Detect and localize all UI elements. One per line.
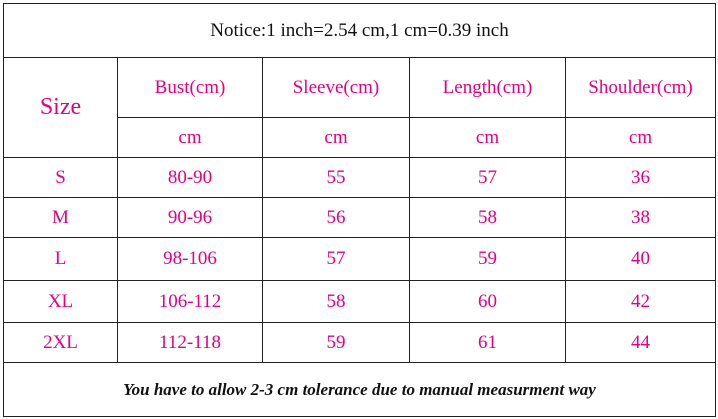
notice-row: Notice:1 inch=2.54 cm,1 cm=0.39 inch: [3, 3, 716, 58]
value-cell: 80-90: [117, 157, 263, 198]
size-row: L 98-106 57 59 40: [3, 237, 716, 281]
column-header: Bust(cm): [117, 57, 263, 118]
size-row: 2XL 112-118 59 61 44: [3, 322, 716, 363]
value-cell: 57: [262, 237, 410, 281]
value-cell: 38: [565, 197, 716, 238]
column-header: Shoulder(cm): [565, 57, 716, 118]
header-row: Size Bust(cm) Sleeve(cm) Length(cm) Shoulde…: [3, 57, 716, 158]
size-row: XL 106-112 58 60 42: [3, 280, 716, 323]
units-row: cm cm cm cm: [4, 117, 716, 158]
value-cell: 55: [262, 157, 410, 198]
unit-cell: cm: [117, 117, 263, 158]
size-cell: M: [3, 197, 118, 238]
size-row: M 90-96 56 58 38: [3, 197, 716, 238]
unit-cell: cm: [565, 117, 716, 158]
size-cell: S: [3, 157, 118, 198]
value-cell: 58: [262, 280, 410, 323]
column-header: Length(cm): [409, 57, 566, 118]
value-cell: 61: [409, 322, 566, 363]
size-table: Notice:1 inch=2.54 cm,1 cm=0.39 inch Siz…: [3, 3, 716, 417]
value-cell: 60: [409, 280, 566, 323]
table-body: Notice:1 inch=2.54 cm,1 cm=0.39 inch Siz…: [3, 3, 716, 417]
value-cell: 56: [262, 197, 410, 238]
value-cell: 59: [409, 237, 566, 281]
size-cell: XL: [3, 280, 118, 323]
value-cell: 112-118: [117, 322, 263, 363]
unit-cell: cm: [409, 117, 566, 158]
notice: Notice:1 inch=2.54 cm,1 cm=0.39 inch: [3, 3, 716, 58]
unit-cell: cm: [262, 117, 410, 158]
value-cell: 98-106: [117, 237, 263, 281]
column-header: Sleeve(cm): [262, 57, 410, 118]
footer-note: You have to allow 2-3 cm tolerance due t…: [3, 362, 716, 417]
value-cell: 36: [565, 157, 716, 198]
value-cell: 59: [262, 322, 410, 363]
value-cell: 90-96: [117, 197, 263, 238]
value-cell: 106-112: [117, 280, 263, 323]
size-cell: L: [3, 237, 118, 281]
size-header: Size: [3, 57, 118, 158]
footer-row: You have to allow 2-3 cm tolerance due t…: [3, 362, 716, 417]
value-cell: 40: [565, 237, 716, 281]
size-cell: 2XL: [3, 322, 118, 363]
size-row: S 80-90 55 57 36: [3, 157, 716, 198]
value-cell: 58: [409, 197, 566, 238]
value-cell: 57: [409, 157, 566, 198]
value-cell: 44: [565, 322, 716, 363]
value-cell: 42: [565, 280, 716, 323]
